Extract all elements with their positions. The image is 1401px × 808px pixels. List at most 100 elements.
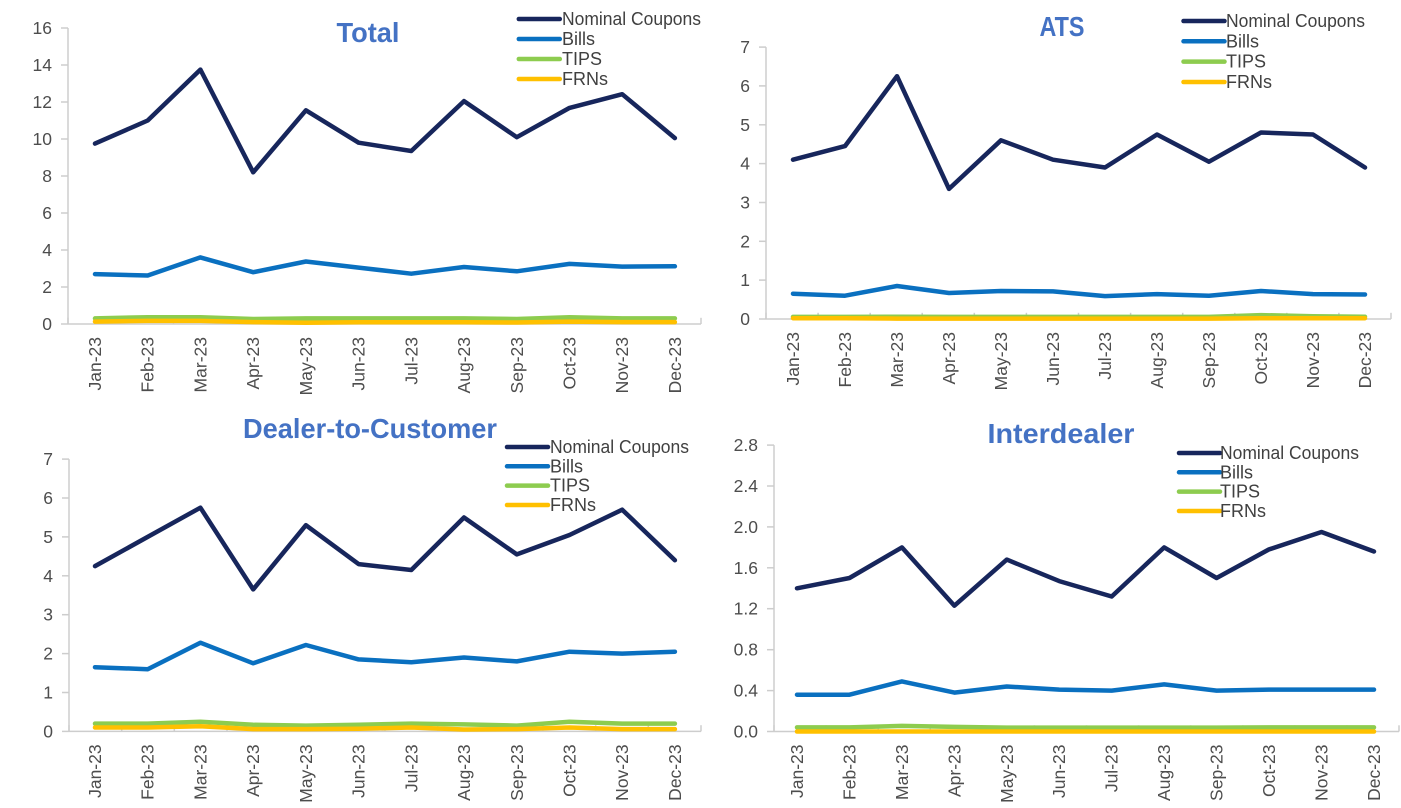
svg-text:3: 3 <box>43 605 53 625</box>
svg-text:Feb-23: Feb-23 <box>840 745 860 800</box>
svg-text:Aug-23: Aug-23 <box>454 744 474 800</box>
svg-text:4: 4 <box>42 240 52 260</box>
svg-text:6: 6 <box>42 203 52 223</box>
svg-text:1.2: 1.2 <box>734 599 758 619</box>
svg-text:0.8: 0.8 <box>734 640 758 660</box>
svg-text:0: 0 <box>42 314 52 334</box>
svg-text:2.8: 2.8 <box>734 435 758 455</box>
svg-text:4: 4 <box>740 154 750 174</box>
svg-text:ATS: ATS <box>1040 11 1085 42</box>
svg-text:Bills: Bills <box>1226 31 1259 51</box>
svg-text:Dec-23: Dec-23 <box>1364 745 1384 801</box>
svg-text:0.4: 0.4 <box>734 681 759 701</box>
svg-text:Jul-23: Jul-23 <box>1095 332 1115 380</box>
svg-text:Dec-23: Dec-23 <box>665 744 685 800</box>
svg-text:Mar-23: Mar-23 <box>892 745 912 800</box>
svg-text:Jan-23: Jan-23 <box>85 337 105 391</box>
svg-text:Apr-23: Apr-23 <box>939 332 959 385</box>
svg-text:0: 0 <box>740 309 750 329</box>
svg-text:Jan-23: Jan-23 <box>85 744 105 798</box>
svg-text:2: 2 <box>740 231 750 251</box>
svg-text:May-23: May-23 <box>296 744 316 802</box>
svg-text:5: 5 <box>43 527 53 547</box>
svg-text:FRNs: FRNs <box>562 69 608 89</box>
svg-text:May-23: May-23 <box>296 337 316 395</box>
svg-text:Bills: Bills <box>550 456 583 476</box>
svg-text:Dec-23: Dec-23 <box>1355 332 1375 388</box>
svg-text:Total: Total <box>337 17 400 48</box>
svg-text:Jul-23: Jul-23 <box>1102 745 1122 793</box>
svg-text:FRNs: FRNs <box>550 495 596 515</box>
svg-text:1.6: 1.6 <box>734 558 758 578</box>
svg-text:Apr-23: Apr-23 <box>243 744 263 797</box>
svg-text:14: 14 <box>33 55 53 75</box>
svg-text:Aug-23: Aug-23 <box>1147 332 1167 388</box>
svg-text:Sep-23: Sep-23 <box>1207 745 1227 801</box>
svg-text:16: 16 <box>33 18 52 38</box>
svg-text:7: 7 <box>43 449 53 469</box>
svg-text:Jun-23: Jun-23 <box>349 337 369 391</box>
svg-text:2: 2 <box>42 277 52 297</box>
svg-text:Jan-23: Jan-23 <box>783 332 803 386</box>
svg-text:Oct-23: Oct-23 <box>560 337 580 390</box>
svg-text:TIPS: TIPS <box>1220 482 1260 502</box>
svg-text:2.0: 2.0 <box>734 517 759 537</box>
svg-text:Apr-23: Apr-23 <box>243 337 263 390</box>
svg-text:7: 7 <box>740 37 750 57</box>
svg-text:0: 0 <box>43 721 53 741</box>
svg-text:Interdealer: Interdealer <box>988 418 1135 449</box>
svg-text:Nov-23: Nov-23 <box>612 337 632 393</box>
svg-text:Oct-23: Oct-23 <box>560 744 580 797</box>
svg-text:Jan-23: Jan-23 <box>787 745 807 799</box>
svg-text:Bills: Bills <box>562 29 595 49</box>
svg-text:3: 3 <box>740 193 750 213</box>
svg-text:FRNs: FRNs <box>1220 501 1266 521</box>
svg-text:Sep-23: Sep-23 <box>507 744 527 800</box>
svg-text:Nominal Coupons: Nominal Coupons <box>1226 11 1365 31</box>
svg-text:Aug-23: Aug-23 <box>1154 745 1174 801</box>
svg-text:Sep-23: Sep-23 <box>1199 332 1219 388</box>
svg-text:Nominal Coupons: Nominal Coupons <box>1220 443 1359 463</box>
svg-text:Nov-23: Nov-23 <box>1312 745 1332 801</box>
svg-text:5: 5 <box>740 115 750 135</box>
svg-text:10: 10 <box>33 129 53 149</box>
svg-text:Bills: Bills <box>1220 462 1253 482</box>
svg-text:Jun-23: Jun-23 <box>1049 745 1069 799</box>
svg-text:Jul-23: Jul-23 <box>401 337 421 385</box>
svg-text:12: 12 <box>33 92 52 112</box>
svg-text:TIPS: TIPS <box>1226 52 1266 72</box>
svg-text:1: 1 <box>43 683 53 703</box>
svg-text:Nov-23: Nov-23 <box>1303 332 1323 388</box>
svg-text:8: 8 <box>42 166 52 186</box>
svg-text:Dealer-to-Customer: Dealer-to-Customer <box>243 413 497 444</box>
svg-text:2.4: 2.4 <box>734 476 759 496</box>
svg-text:Jun-23: Jun-23 <box>349 744 369 798</box>
svg-text:Jul-23: Jul-23 <box>401 744 421 792</box>
svg-text:6: 6 <box>43 488 53 508</box>
svg-text:Feb-23: Feb-23 <box>138 744 158 799</box>
svg-text:1: 1 <box>740 270 750 290</box>
svg-text:Oct-23: Oct-23 <box>1251 332 1271 385</box>
svg-text:6: 6 <box>740 76 750 96</box>
svg-text:Mar-23: Mar-23 <box>190 337 210 392</box>
svg-text:Mar-23: Mar-23 <box>190 744 210 799</box>
svg-text:May-23: May-23 <box>991 332 1011 390</box>
svg-text:Jun-23: Jun-23 <box>1043 332 1063 386</box>
svg-text:Apr-23: Apr-23 <box>944 745 964 798</box>
svg-text:Sep-23: Sep-23 <box>507 337 527 393</box>
svg-text:TIPS: TIPS <box>562 49 602 69</box>
svg-text:Nominal Coupons: Nominal Coupons <box>550 437 689 457</box>
svg-text:4: 4 <box>43 566 53 586</box>
svg-text:Dec-23: Dec-23 <box>665 337 685 393</box>
svg-text:Aug-23: Aug-23 <box>454 337 474 393</box>
svg-text:Oct-23: Oct-23 <box>1259 745 1279 798</box>
svg-text:2: 2 <box>43 644 53 664</box>
svg-text:Nominal Coupons: Nominal Coupons <box>562 9 701 29</box>
svg-text:Feb-23: Feb-23 <box>138 337 158 392</box>
svg-text:Feb-23: Feb-23 <box>835 332 855 387</box>
svg-text:Mar-23: Mar-23 <box>887 332 907 387</box>
svg-text:Nov-23: Nov-23 <box>612 744 632 800</box>
svg-text:0.0: 0.0 <box>734 722 759 742</box>
svg-text:TIPS: TIPS <box>550 476 590 496</box>
svg-text:FRNs: FRNs <box>1226 72 1272 92</box>
